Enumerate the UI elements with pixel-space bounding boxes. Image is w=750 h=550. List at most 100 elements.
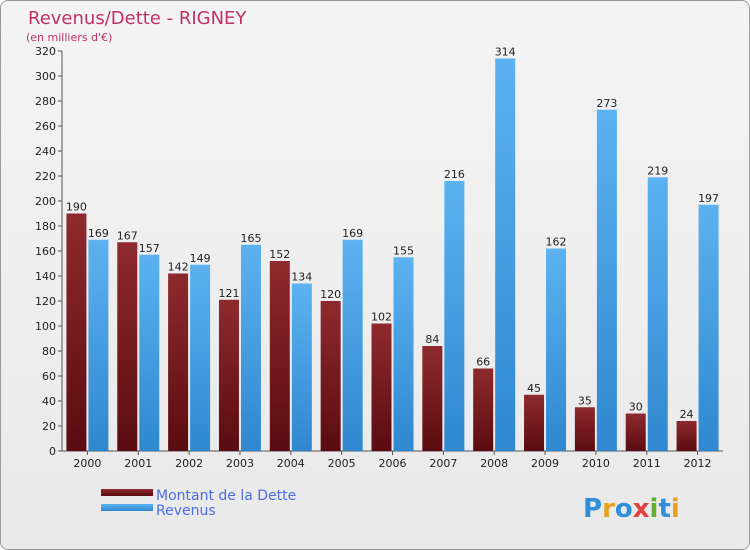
bar-revenus	[495, 58, 516, 451]
data-label-revenus: 149	[190, 252, 211, 265]
bar-revenus	[240, 244, 261, 451]
legend-swatch-revenus	[101, 504, 153, 511]
y-tick-label: 220	[35, 170, 56, 183]
y-tick-label: 240	[35, 145, 56, 158]
x-tick-label: 2005	[328, 457, 356, 470]
logo-letter: i	[671, 494, 680, 524]
data-label-debt: 30	[629, 401, 643, 414]
data-label-revenus: 162	[546, 236, 567, 249]
bar-debt	[524, 394, 545, 451]
bar-debt	[371, 323, 392, 451]
bar-debt	[676, 421, 697, 451]
data-label-revenus: 197	[698, 192, 719, 205]
bar-revenus	[190, 264, 211, 451]
legend: Montant de la Dette Revenus	[101, 488, 296, 519]
bar-revenus	[647, 177, 668, 451]
data-label-revenus: 165	[240, 232, 261, 245]
x-tick-label: 2002	[175, 457, 203, 470]
data-label-debt: 121	[218, 287, 239, 300]
bar-debt	[168, 273, 189, 451]
x-tick-label: 2000	[73, 457, 101, 470]
bar-debt	[320, 301, 341, 451]
x-tick-label: 2011	[633, 457, 661, 470]
bar-revenus	[139, 254, 160, 451]
legend-label-debt: Montant de la Dette	[156, 488, 296, 504]
bar-debt	[422, 346, 443, 451]
y-tick-label: 60	[42, 370, 56, 383]
bar-debt	[473, 368, 494, 451]
chart-title: Revenus/Dette - RIGNEY	[28, 8, 247, 29]
x-tick-label: 2009	[531, 457, 559, 470]
data-label-debt: 120	[320, 288, 341, 301]
data-label-debt: 45	[527, 382, 541, 395]
data-label-revenus: 169	[342, 227, 363, 240]
y-tick-label: 300	[35, 70, 56, 83]
y-tick-label: 100	[35, 320, 56, 333]
x-tick-label: 2007	[429, 457, 457, 470]
logo-letter: r	[602, 494, 615, 524]
bar-debt	[269, 261, 290, 451]
bar-debt	[218, 299, 239, 451]
logo-letter: P	[583, 494, 602, 524]
data-label-debt: 24	[680, 408, 694, 421]
bar-revenus	[291, 283, 312, 451]
bar-debt	[625, 413, 646, 451]
y-tick-label: 180	[35, 220, 56, 233]
y-tick-label: 280	[35, 95, 56, 108]
logo-letter: t	[658, 494, 670, 524]
data-label-debt: 102	[371, 311, 392, 324]
data-label-debt: 84	[425, 333, 439, 346]
data-label-revenus: 157	[139, 242, 160, 255]
logo-letter: x	[633, 494, 650, 524]
bar-debt	[66, 213, 87, 451]
data-label-revenus: 134	[291, 271, 312, 284]
bar-revenus	[88, 239, 109, 451]
data-label-revenus: 155	[393, 244, 414, 257]
data-label-revenus: 169	[88, 227, 109, 240]
data-label-debt: 152	[269, 248, 290, 261]
data-label-debt: 190	[66, 201, 87, 214]
bar-revenus	[698, 204, 719, 451]
bar-revenus	[596, 109, 617, 451]
proxiti-logo: Proxiti	[583, 494, 680, 524]
y-tick-label: 320	[35, 45, 56, 58]
data-label-revenus: 314	[495, 46, 516, 59]
x-tick-label: 2006	[379, 457, 407, 470]
y-tick-label: 260	[35, 120, 56, 133]
data-label-debt: 142	[168, 261, 189, 274]
y-tick-label: 40	[42, 395, 56, 408]
y-tick-label: 140	[35, 270, 56, 283]
legend-swatch-debt	[101, 489, 153, 496]
bar-revenus	[444, 181, 465, 451]
data-label-debt: 35	[578, 394, 592, 407]
bar-revenus	[393, 257, 414, 451]
data-label-revenus: 273	[596, 97, 617, 110]
data-label-debt: 66	[476, 356, 490, 369]
axes: 0 20 40 60 80 100 120 140 160 180 200 220 240 260 280 3…	[35, 45, 723, 470]
y-tick-label: 20	[42, 420, 56, 433]
bar-debt	[117, 242, 138, 451]
legend-label-revenus: Revenus	[156, 503, 216, 519]
x-tick-label: 2001	[124, 457, 152, 470]
logo-letter: i	[650, 494, 659, 524]
bar-debt	[574, 407, 595, 451]
x-tick-label: 2010	[582, 457, 610, 470]
y-tick-label: 0	[49, 445, 56, 458]
logo-letter: o	[615, 494, 633, 524]
x-tick-label: 2003	[226, 457, 254, 470]
data-label-revenus: 216	[444, 168, 465, 181]
y-tick-label: 200	[35, 195, 56, 208]
x-tick-label: 2012	[684, 457, 712, 470]
y-tick-label: 120	[35, 295, 56, 308]
chart-subtitle: (en milliers d'€)	[26, 31, 112, 44]
bar-revenus	[546, 248, 567, 451]
y-tick-label: 160	[35, 245, 56, 258]
bar-revenus	[342, 239, 363, 451]
data-label-revenus: 219	[647, 164, 668, 177]
y-tick-label: 80	[42, 345, 56, 358]
data-label-debt: 167	[117, 229, 138, 242]
x-tick-label: 2008	[480, 457, 508, 470]
